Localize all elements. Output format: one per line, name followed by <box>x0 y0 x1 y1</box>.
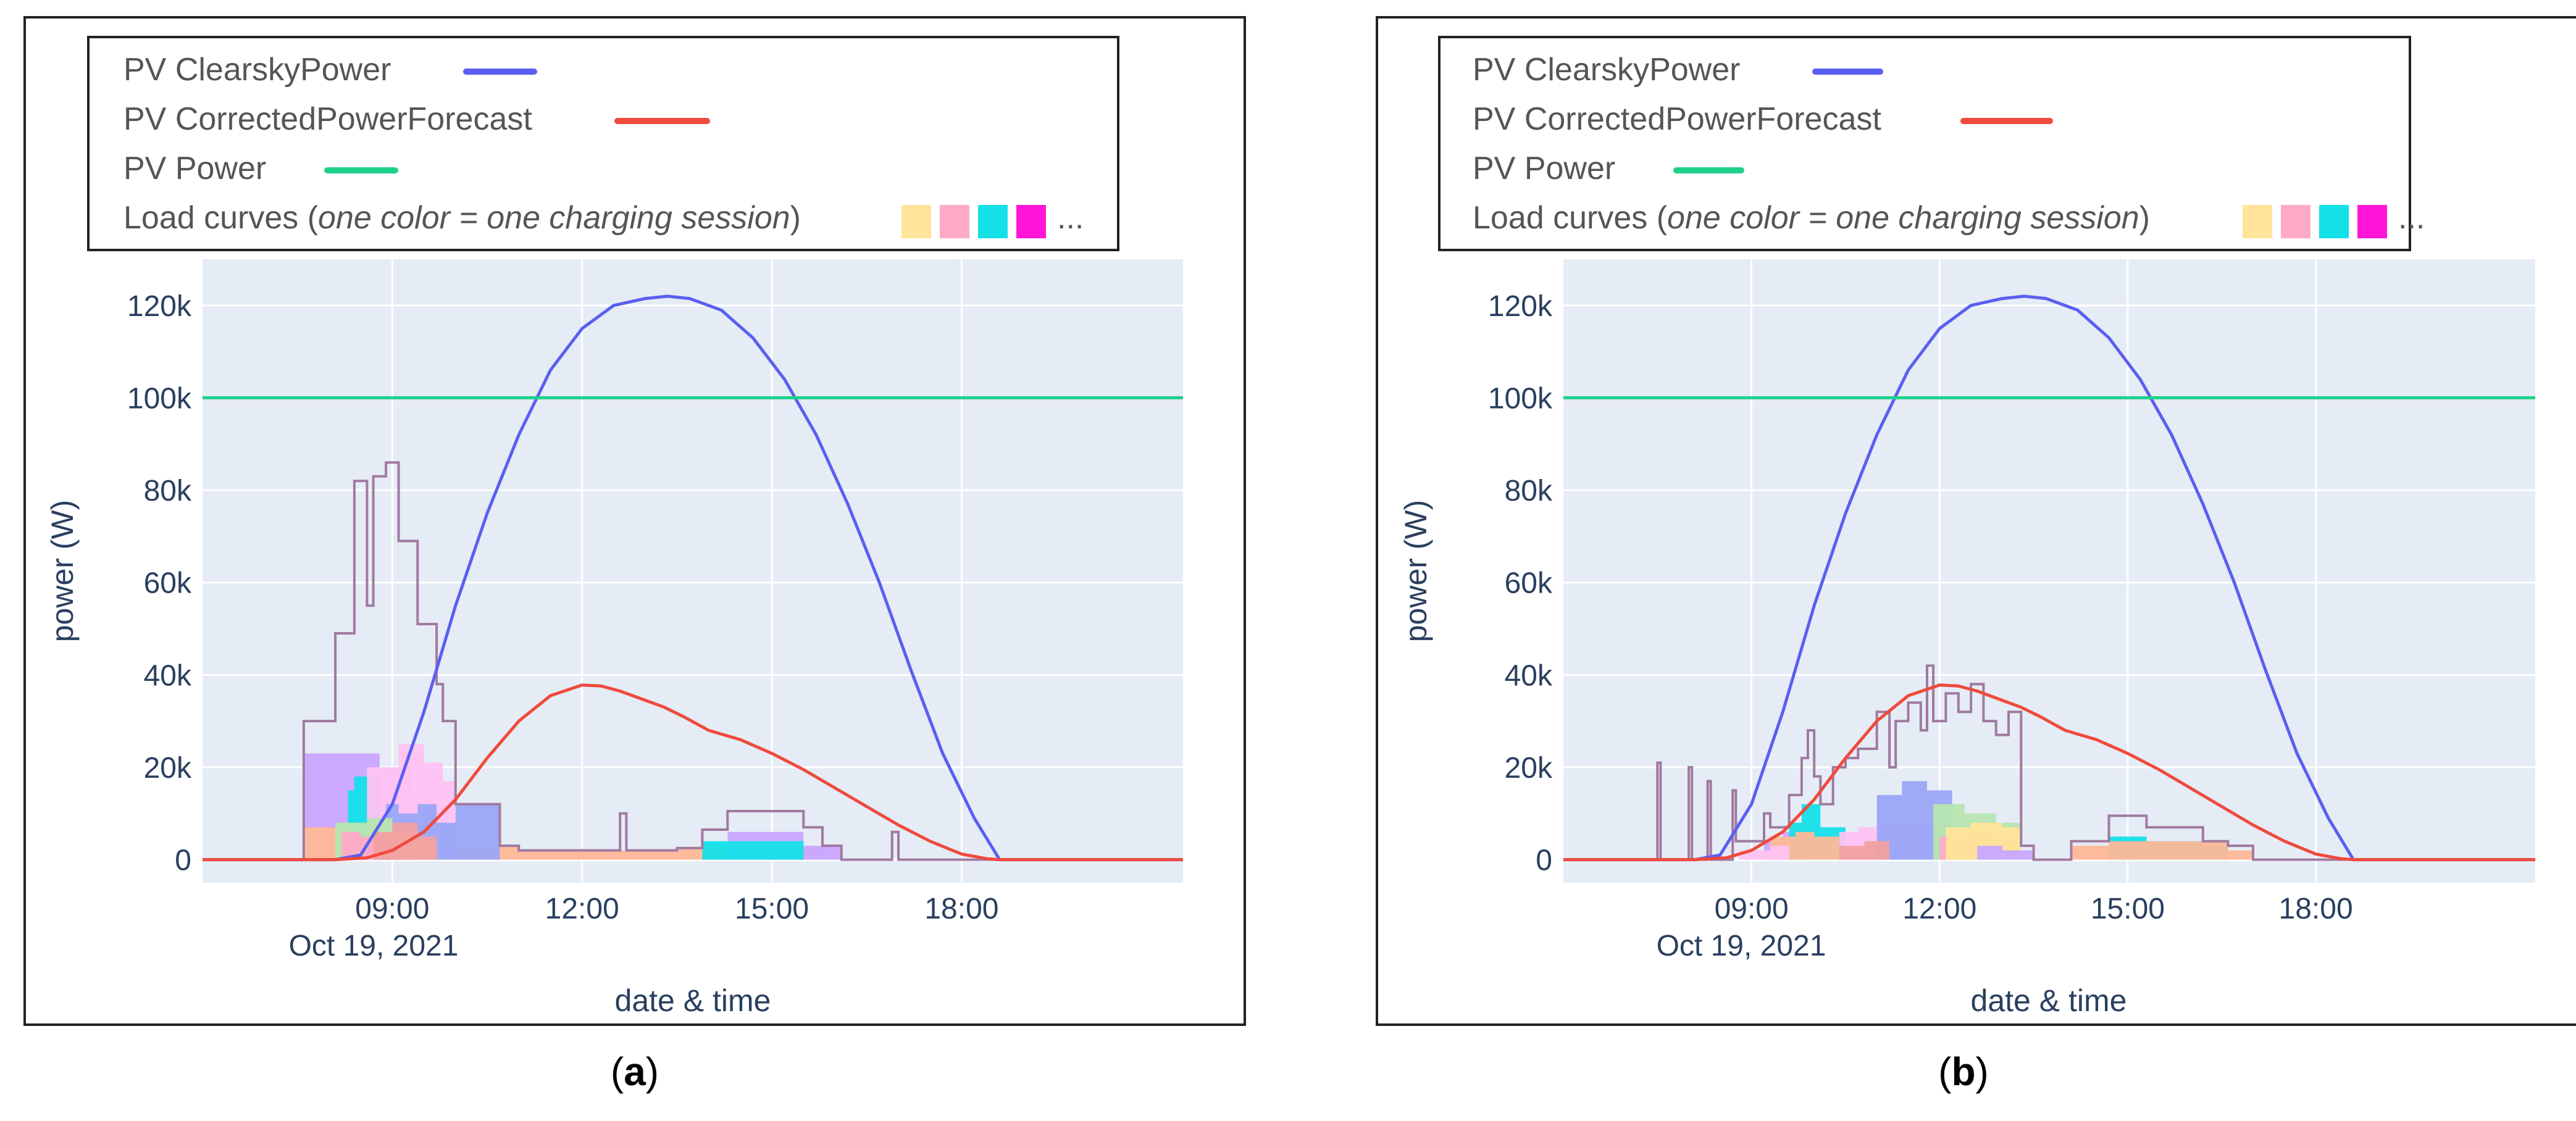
legend-load-swatch-4 <box>1016 205 1046 238</box>
x-axis-title: date & time <box>1971 983 2127 1018</box>
x-tick-label: 09:00 <box>1715 893 1789 925</box>
legend-label-load-curves: Load curves (one color = one charging se… <box>1473 200 2150 236</box>
x-tick-label: 15:00 <box>2091 893 2165 925</box>
x-tick-label: 09:00 <box>355 893 429 925</box>
power-lines <box>203 294 1183 862</box>
x-date-label: Oct 19, 2021 <box>289 930 459 962</box>
x-tick-label: 18:00 <box>924 893 998 925</box>
y-axis-ticks: 0 20k 40k 60k 80k 100k 120k <box>127 290 192 877</box>
y-tick-label: 100k <box>127 382 192 415</box>
y-tick-label: 80k <box>144 475 192 507</box>
y-tick-label: 20k <box>144 752 192 785</box>
y-tick-label: 0 <box>175 844 191 877</box>
legend-load-swatch-1 <box>2243 205 2272 238</box>
legend-load-swatch-2 <box>940 205 969 238</box>
panel-b-legend: PV ClearskyPower PV CorrectedPowerForeca… <box>1438 36 2425 251</box>
y-tick-label: 60k <box>144 567 192 600</box>
legend-load-swatch-3 <box>978 205 1008 238</box>
panel-a-label: (a) <box>611 1049 659 1094</box>
legend-ellipsis: ... <box>1057 200 1084 236</box>
x-tick-label: 18:00 <box>2279 893 2353 925</box>
y-axis-title: power (W) <box>45 500 80 643</box>
legend-label-clearsky: PV ClearskyPower <box>123 52 391 88</box>
y-tick-label: 40k <box>1505 659 1553 692</box>
y-tick-label: 0 <box>1536 844 1552 877</box>
x-axis-ticks: 09:00 12:00 15:00 18:00 <box>1715 893 2353 925</box>
y-tick-label: 80k <box>1505 475 1553 507</box>
legend-load-swatch-1 <box>901 205 931 238</box>
clearsky-power-line <box>1563 294 2535 862</box>
x-axis-title: date & time <box>615 983 771 1018</box>
x-date-label: Oct 19, 2021 <box>1657 930 1826 962</box>
x-tick-label: 15:00 <box>735 893 809 925</box>
load-total-outline <box>203 461 1183 861</box>
charging-session-area <box>1739 846 1789 860</box>
legend-load-swatch-4 <box>2357 205 2387 238</box>
charging-session-area <box>1977 846 2034 860</box>
legend-label-load-curves: Load curves (one color = one charging se… <box>123 200 801 236</box>
y-tick-label: 40k <box>144 659 192 692</box>
y-tick-label: 20k <box>1505 752 1553 785</box>
charging-session-area <box>2071 841 2253 860</box>
y-tick-label: 100k <box>1488 382 1553 415</box>
y-axis-title: power (W) <box>1399 500 1433 643</box>
panel-a-legend: PV ClearskyPower PV CorrectedPowerForeca… <box>87 36 1119 251</box>
y-tick-label: 120k <box>127 290 192 323</box>
charging-session-area <box>702 841 804 860</box>
legend-label-forecast: PV CorrectedPowerForecast <box>1473 101 1881 137</box>
panel-b: PV ClearskyPower PV CorrectedPowerForeca… <box>1376 16 2576 1026</box>
x-tick-label: 12:00 <box>1902 893 1976 925</box>
x-axis-ticks: 09:00 12:00 15:00 18:00 <box>355 893 998 925</box>
panel-b-label: (b) <box>1938 1049 1989 1094</box>
charging-session-area <box>1839 841 1890 860</box>
y-axis-ticks: 0 20k 40k 60k 80k 100k 120k <box>1488 290 1553 877</box>
legend-label-forecast: PV CorrectedPowerForecast <box>123 101 532 137</box>
charging-sessions <box>1563 664 2535 861</box>
power-lines <box>1563 294 2535 862</box>
x-tick-label: 12:00 <box>545 893 619 925</box>
panel-a: PV ClearskyPower PV CorrectedPowerForeca… <box>23 16 1246 1026</box>
legend-label-pv-power: PV Power <box>1473 151 1615 186</box>
corrected-forecast-line <box>203 683 1183 862</box>
corrected-forecast-line <box>1563 683 2535 862</box>
plot-area-background <box>1563 259 2535 883</box>
panel-a-plot: 0 20k 40k 60k 80k 100k 120k 09:00 12:00 15:00 18:… <box>127 259 1183 925</box>
legend-label-clearsky: PV ClearskyPower <box>1473 52 1740 88</box>
y-tick-label: 60k <box>1505 567 1553 600</box>
y-tick-label: 120k <box>1488 290 1553 323</box>
legend-ellipsis: ... <box>2398 200 2425 236</box>
clearsky-power-line <box>203 294 1183 862</box>
legend-load-swatch-3 <box>2319 205 2349 238</box>
panel-b-plot: 0 20k 40k 60k 80k 100k 120k 09:00 12:00 15:00 18:… <box>1488 259 2535 925</box>
legend-label-pv-power: PV Power <box>123 151 266 186</box>
legend-load-swatch-2 <box>2281 205 2310 238</box>
